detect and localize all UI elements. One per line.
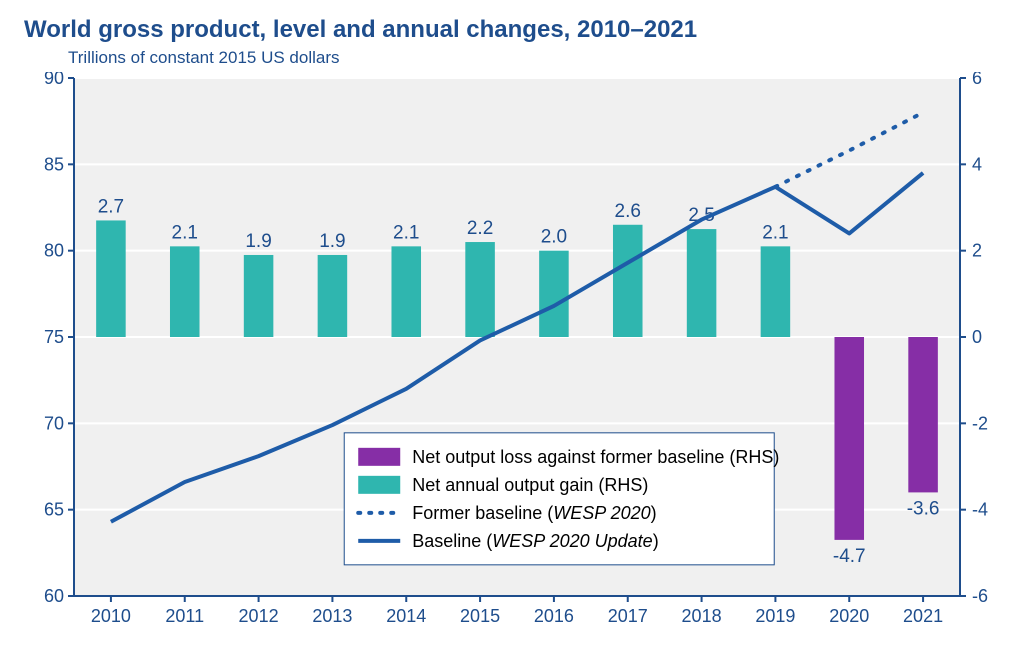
chart-title: World gross product, level and annual ch… bbox=[24, 16, 1000, 44]
legend-label: Net output loss against former baseline … bbox=[412, 447, 779, 467]
bar-value-label: 1.9 bbox=[319, 231, 345, 252]
bar-value-label: 2.7 bbox=[98, 196, 124, 217]
bar-positive bbox=[465, 242, 495, 337]
bar-value-label: 1.9 bbox=[245, 231, 271, 252]
x-tick-label: 2017 bbox=[608, 606, 648, 626]
bar-value-label: 2.6 bbox=[615, 201, 641, 222]
bar-positive bbox=[244, 255, 274, 337]
legend: Net output loss against former baseline … bbox=[344, 433, 779, 565]
bar-positive bbox=[539, 251, 569, 337]
y-right-tick-label: 6 bbox=[972, 72, 982, 88]
legend-label: Net annual output gain (RHS) bbox=[412, 475, 648, 495]
y-left-tick-label: 60 bbox=[44, 586, 64, 606]
y-left-tick-label: 80 bbox=[44, 241, 64, 261]
y-left-tick-label: 65 bbox=[44, 500, 64, 520]
y-right-tick-label: -4 bbox=[972, 500, 988, 520]
x-tick-label: 2018 bbox=[682, 606, 722, 626]
legend-label: Baseline (WESP 2020 Update) bbox=[412, 531, 658, 551]
bar-value-label: 2.1 bbox=[172, 222, 198, 243]
y-right-tick-label: -2 bbox=[972, 413, 988, 433]
y-left-tick-label: 85 bbox=[44, 154, 64, 174]
bar-value-label: 2.1 bbox=[393, 222, 419, 243]
y-left-tick-label: 70 bbox=[44, 413, 64, 433]
bar-positive bbox=[96, 220, 126, 337]
legend-label: Former baseline (WESP 2020) bbox=[412, 503, 656, 523]
bar-positive bbox=[318, 255, 348, 337]
bar-value-label: 2.0 bbox=[541, 227, 567, 248]
y-right-tick-label: 2 bbox=[972, 241, 982, 261]
chart-container: 2.72.11.91.92.12.22.02.62.52.1-4.7-3.660… bbox=[24, 72, 1000, 632]
x-tick-label: 2020 bbox=[829, 606, 869, 626]
bar-negative bbox=[834, 337, 864, 540]
x-tick-label: 2019 bbox=[755, 606, 795, 626]
chart-subtitle: Trillions of constant 2015 US dollars bbox=[68, 48, 1000, 68]
y-right-tick-label: -6 bbox=[972, 586, 988, 606]
chart-svg: 2.72.11.91.92.12.22.02.62.52.1-4.7-3.660… bbox=[24, 72, 1000, 632]
bar-value-label: 2.1 bbox=[762, 222, 788, 243]
x-tick-label: 2013 bbox=[312, 606, 352, 626]
x-tick-label: 2010 bbox=[91, 606, 131, 626]
bar-value-label: 2.2 bbox=[467, 218, 493, 239]
x-tick-label: 2012 bbox=[239, 606, 279, 626]
x-tick-label: 2021 bbox=[903, 606, 943, 626]
y-right-tick-label: 0 bbox=[972, 327, 982, 347]
bar-value-label: -4.7 bbox=[833, 546, 866, 567]
bar-negative bbox=[908, 337, 938, 492]
y-right-tick-label: 4 bbox=[972, 154, 982, 174]
x-tick-label: 2016 bbox=[534, 606, 574, 626]
x-tick-label: 2011 bbox=[165, 606, 204, 626]
y-left-tick-label: 90 bbox=[44, 72, 64, 88]
bar-positive bbox=[687, 229, 717, 337]
y-left-tick-label: 75 bbox=[44, 327, 64, 347]
x-tick-label: 2014 bbox=[386, 606, 426, 626]
legend-swatch bbox=[358, 448, 400, 466]
bar-value-label: -3.6 bbox=[907, 498, 940, 519]
legend-swatch bbox=[358, 476, 400, 494]
bar-positive bbox=[391, 246, 421, 337]
bar-positive bbox=[170, 246, 200, 337]
bar-positive bbox=[761, 246, 791, 337]
x-tick-label: 2015 bbox=[460, 606, 500, 626]
bar-positive bbox=[613, 225, 643, 337]
